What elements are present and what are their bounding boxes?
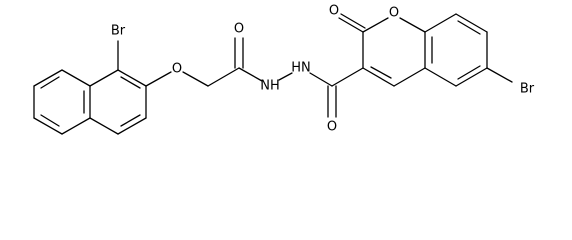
atom-labels: Br O O NH HN O O O Br xyxy=(111,4,535,135)
atom-label: Br xyxy=(111,24,126,39)
atom-label: HN xyxy=(291,61,311,76)
atom-label: NH xyxy=(260,79,280,94)
bonds xyxy=(33,13,513,135)
molecule-diagram: Br O O NH HN O O O Br xyxy=(33,4,535,135)
atom-label: O xyxy=(172,62,182,77)
atom-label: O xyxy=(327,120,337,135)
atom-label: O xyxy=(234,22,244,37)
atom-label: O xyxy=(389,6,399,21)
atom-label: Br xyxy=(520,82,535,97)
atom-label: O xyxy=(329,4,339,19)
